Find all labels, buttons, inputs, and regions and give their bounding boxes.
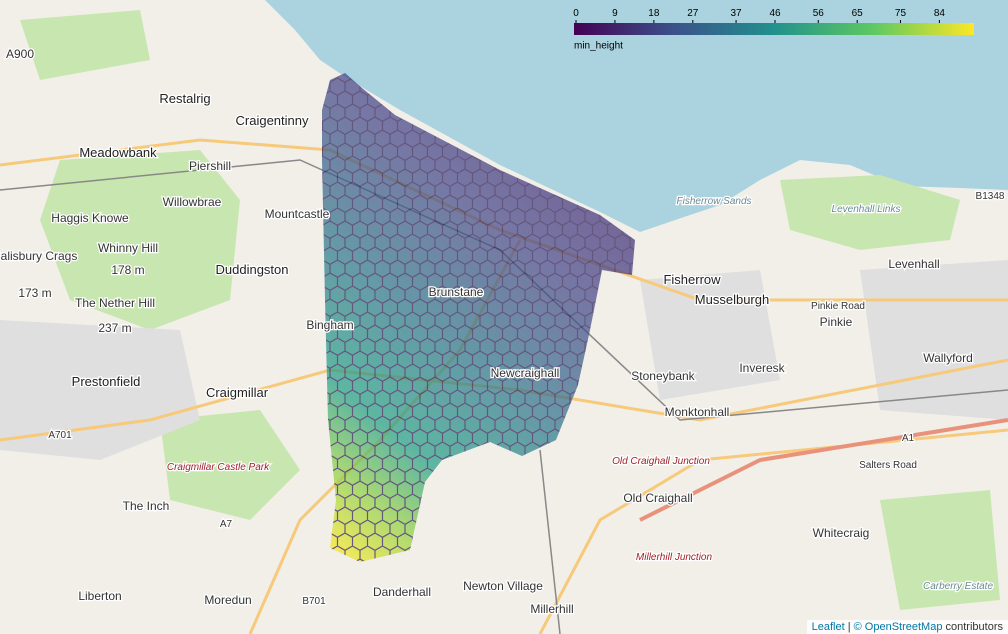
place-label: Wallyford: [923, 351, 973, 365]
place-label: Prestonfield: [72, 374, 141, 389]
place-label: Pinkie Road: [811, 301, 865, 312]
place-label: B1348: [976, 191, 1005, 202]
legend: min_height 0 9 18 27 37 46 56 65 75 84: [573, 8, 974, 52]
leaflet-link[interactable]: Leaflet: [811, 621, 845, 633]
colorbar-tick-label: 0: [573, 8, 579, 19]
place-label: Craigmillar: [206, 385, 269, 400]
place-label: Craigentinny: [236, 113, 309, 128]
place-label: Liberton: [78, 589, 121, 603]
place-label: Duddingston: [216, 262, 289, 277]
place-label: A7: [220, 519, 233, 530]
place-label: Restalrig: [159, 91, 210, 106]
place-label: Whitecraig: [813, 526, 870, 540]
place-label: Old Craighall Junction: [612, 456, 710, 467]
place-label: 237 m: [98, 321, 131, 335]
osm-link[interactable]: © OpenStreetMap: [853, 621, 943, 633]
place-label: Mountcastle: [265, 207, 330, 221]
place-label: Levenhall: [888, 257, 939, 271]
colorbar-tick-label: 65: [852, 8, 864, 19]
place-label: A1: [902, 433, 915, 444]
place-label: Millerhill: [530, 602, 573, 616]
place-label: Salisbury Crags: [0, 249, 77, 263]
colorbar-tick-label: 18: [648, 8, 660, 19]
colorbar-tick-label: 56: [813, 8, 825, 19]
parks: [20, 10, 1000, 610]
place-label: Craigmillar Castle Park: [167, 462, 270, 473]
place-label: B701: [302, 596, 326, 607]
place-label: The Inch: [123, 499, 170, 513]
place-label: Fisherrow Sands: [676, 196, 751, 207]
place-label: Moredun: [204, 593, 251, 607]
sea: [265, 0, 1008, 232]
colorbar-tick-label: 9: [612, 8, 618, 19]
place-labels: A900 Restalrig Craigentinny Meadowbank Piers…: [0, 46, 1006, 618]
colorbar-tick-label: 37: [731, 8, 743, 19]
colorbar-tick-label: 27: [687, 8, 699, 19]
place-label: Stoneybank: [631, 369, 695, 383]
place-label: Newcraighall: [491, 366, 560, 380]
place-label: Carberry Estate: [923, 581, 993, 592]
place-label: Meadowbank: [79, 145, 157, 160]
attribution: Leaflet | © OpenStreetMap contributors: [806, 620, 1008, 634]
place-label: Pinkie: [820, 315, 853, 329]
place-label: Inveresk: [739, 361, 785, 375]
place-label: Salters Road: [859, 460, 917, 471]
place-label: A701: [48, 430, 72, 441]
colorbar: [574, 23, 974, 35]
colorbar-tick-label: 75: [895, 8, 907, 19]
place-label: Old Craighall: [623, 491, 692, 505]
place-label: Willowbrae: [163, 195, 222, 209]
place-label: Millerhill Junction: [636, 552, 713, 563]
place-label: Haggis Knowe: [51, 211, 129, 225]
place-label: Musselburgh: [695, 292, 769, 307]
a1-road: [639, 418, 1008, 522]
colorbar-tick-label: 84: [934, 8, 946, 19]
place-label: Fisherrow: [663, 272, 721, 287]
separator: |: [847, 621, 851, 633]
colorbar-tick-label: 46: [769, 8, 781, 19]
place-label: Newton Village: [463, 579, 543, 593]
attribution-text: contributors: [945, 621, 1003, 633]
place-label: 173 m: [18, 286, 51, 300]
place-label: The Nether Hill: [75, 296, 155, 310]
place-label: Monktonhall: [665, 405, 730, 419]
place-label: Bingham: [306, 318, 353, 332]
place-label: Whinny Hill: [98, 241, 158, 255]
place-label: Levenhall Links: [832, 204, 901, 215]
legend-title: min_height: [574, 41, 623, 52]
place-label: A900: [6, 47, 34, 61]
place-label: Brunstane: [429, 285, 484, 299]
place-label: Danderhall: [373, 585, 431, 599]
place-label: Piershill: [189, 159, 231, 173]
place-label: 178 m: [111, 263, 144, 277]
